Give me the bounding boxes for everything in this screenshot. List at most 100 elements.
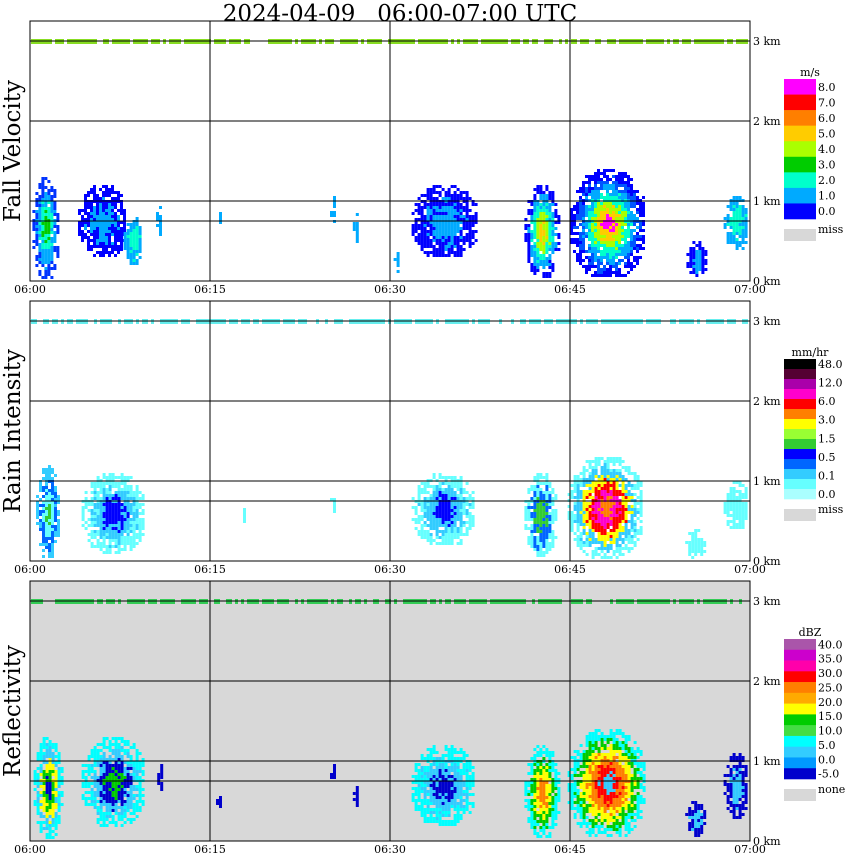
echo-cell bbox=[48, 546, 51, 549]
echo-cell bbox=[618, 526, 622, 529]
echo-cell bbox=[542, 212, 546, 215]
echo-cell bbox=[542, 551, 546, 554]
echo-cell bbox=[54, 761, 58, 764]
echo-cell bbox=[585, 535, 589, 538]
km-tick-label: 2 km bbox=[753, 115, 781, 128]
echo-cell bbox=[606, 535, 610, 538]
echo-cell bbox=[609, 475, 613, 478]
echo-cell bbox=[551, 266, 555, 269]
echo-cell bbox=[54, 743, 58, 746]
echo-cell bbox=[111, 743, 115, 746]
echo-cell bbox=[576, 544, 580, 547]
echo-cell bbox=[99, 797, 103, 800]
echo-cell bbox=[423, 194, 427, 197]
echo-cell bbox=[84, 782, 88, 785]
echo-cell bbox=[627, 223, 630, 226]
echo-cell bbox=[735, 502, 739, 505]
echo-cell bbox=[456, 503, 460, 506]
echo-cell bbox=[536, 527, 540, 530]
echo-cell bbox=[527, 488, 531, 491]
echo-cell bbox=[588, 226, 591, 229]
echo-cell bbox=[692, 241, 696, 244]
echo-cell bbox=[333, 196, 336, 199]
echo-cell bbox=[432, 503, 436, 506]
echo-cell bbox=[429, 209, 433, 212]
echo-cell bbox=[548, 545, 552, 548]
echo-cell bbox=[32, 210, 36, 213]
echo-cell bbox=[108, 518, 112, 521]
echo-cell bbox=[527, 227, 531, 230]
echo-cell bbox=[57, 510, 60, 513]
echo-cell bbox=[411, 497, 415, 500]
echo-cell bbox=[108, 536, 112, 539]
echo-cell bbox=[600, 487, 604, 490]
echo-cell bbox=[39, 800, 43, 803]
echo-cell bbox=[465, 497, 469, 500]
echo-cell bbox=[533, 233, 537, 236]
echo-cell bbox=[90, 203, 93, 206]
echo-cell bbox=[462, 206, 466, 209]
echo-cell bbox=[624, 529, 628, 532]
echo-cell bbox=[84, 212, 87, 215]
echo-cell bbox=[570, 511, 574, 514]
echo-cell bbox=[459, 530, 463, 533]
echo-cell bbox=[735, 517, 739, 520]
echo-cell bbox=[420, 194, 424, 197]
echo-cell bbox=[447, 503, 451, 506]
echo-cell bbox=[573, 217, 576, 220]
echo-cell bbox=[114, 803, 118, 806]
echo-cell bbox=[423, 251, 427, 254]
echo-cell bbox=[701, 268, 705, 271]
echo-cell bbox=[533, 230, 537, 233]
echo-cell bbox=[111, 536, 115, 539]
echo-cell bbox=[579, 514, 583, 517]
echo-cell bbox=[105, 488, 109, 491]
echo-cell bbox=[36, 773, 40, 776]
echo-cell bbox=[111, 218, 114, 221]
echo-cell bbox=[539, 242, 543, 245]
echo-cell bbox=[48, 752, 52, 755]
echo-cell bbox=[120, 818, 124, 821]
echo-cell bbox=[120, 473, 124, 476]
echo-cell bbox=[597, 247, 600, 250]
echo-cell bbox=[39, 752, 43, 755]
echo-cell bbox=[533, 491, 537, 494]
echo-cell bbox=[396, 264, 400, 267]
echo-cell bbox=[741, 241, 745, 244]
echo-cell bbox=[545, 539, 549, 542]
echo-cell bbox=[738, 217, 742, 220]
echo-cell bbox=[444, 509, 448, 512]
echo-cell bbox=[108, 485, 112, 488]
echo-cell bbox=[735, 511, 739, 514]
echo-cell bbox=[156, 212, 159, 215]
echo-cell bbox=[38, 255, 42, 258]
echo-cell bbox=[123, 788, 127, 791]
echo-cell bbox=[102, 740, 106, 743]
echo-cell bbox=[420, 245, 424, 248]
echo-cell bbox=[588, 475, 592, 478]
echo-cell bbox=[636, 478, 640, 481]
echo-cell bbox=[135, 524, 139, 527]
echo-cell bbox=[630, 247, 633, 250]
echo-cell bbox=[44, 216, 48, 219]
echo-cell bbox=[456, 497, 460, 500]
echo-cell bbox=[627, 520, 631, 523]
echo-cell bbox=[38, 243, 42, 246]
echo-cell bbox=[141, 521, 145, 524]
echo-cell bbox=[582, 517, 586, 520]
echo-cell bbox=[539, 239, 543, 242]
echo-cell bbox=[539, 212, 543, 215]
echo-cell bbox=[96, 485, 100, 488]
echo-cell bbox=[471, 515, 475, 518]
echo-cell bbox=[624, 265, 627, 268]
echo-cell bbox=[685, 541, 689, 544]
echo-cell bbox=[639, 202, 642, 205]
echo-cell bbox=[545, 527, 549, 530]
echo-cell bbox=[93, 536, 97, 539]
echo-cell bbox=[438, 518, 442, 521]
echo-cell bbox=[600, 547, 604, 550]
echo-cell bbox=[612, 169, 615, 172]
echo-cell bbox=[545, 491, 549, 494]
echo-cell bbox=[138, 250, 142, 253]
echo-cell bbox=[102, 542, 106, 545]
